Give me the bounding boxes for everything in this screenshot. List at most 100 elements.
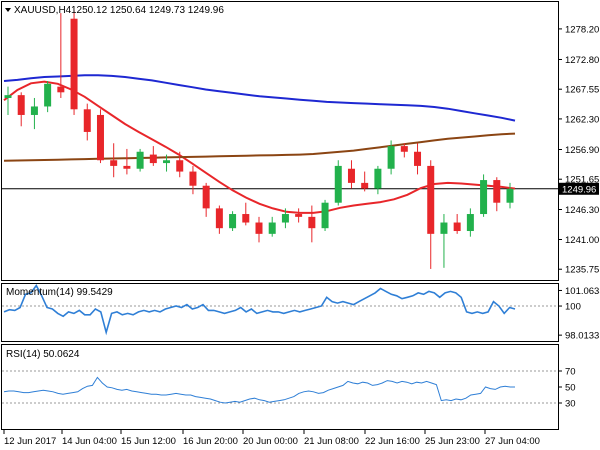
time-tick-label: 15 Jun 12:00 bbox=[121, 436, 176, 447]
candle-body bbox=[480, 180, 488, 215]
price-tick-label: 1251.65 bbox=[565, 175, 599, 186]
rsi-axis: 70 50 30 bbox=[558, 367, 576, 410]
candle bbox=[83, 103, 91, 141]
candle bbox=[427, 160, 435, 269]
candle-body bbox=[308, 216, 316, 229]
candle-body bbox=[321, 202, 329, 229]
candle bbox=[268, 216, 276, 237]
candle bbox=[308, 205, 316, 243]
candle bbox=[414, 143, 422, 175]
time-tick-label: 16 Jun 20:00 bbox=[183, 436, 238, 447]
sma_mid-line bbox=[3, 132, 516, 162]
candle bbox=[163, 154, 171, 172]
price-tick-label: 1278.20 bbox=[565, 24, 599, 35]
candle-body bbox=[96, 114, 104, 161]
candle bbox=[347, 160, 355, 189]
candle-body bbox=[30, 106, 38, 115]
candle bbox=[506, 182, 514, 209]
candle-body bbox=[44, 83, 52, 107]
time-axis: 12 Jun 2017 14 Jun 04:00 15 Jun 12:00 16 Ju… bbox=[3, 430, 540, 447]
price-guides: 1249.96 bbox=[2, 182, 599, 195]
current-price-box bbox=[559, 182, 599, 195]
candle-body bbox=[17, 95, 25, 115]
momentum-axis: 101.0635 100 98.0133 bbox=[558, 286, 600, 342]
candle-body bbox=[110, 160, 118, 166]
candle bbox=[321, 199, 329, 232]
current-price-label: 1249.96 bbox=[562, 184, 596, 195]
candle-body bbox=[295, 214, 303, 217]
momentum-line bbox=[3, 283, 516, 336]
candle-body bbox=[400, 146, 408, 152]
candle bbox=[466, 208, 474, 237]
price-tick-label: 1262.30 bbox=[565, 114, 599, 125]
momentum-tick-label: 100 bbox=[565, 302, 581, 313]
rsi-panel-frame bbox=[1, 344, 559, 430]
time-tick-label: 14 Jun 04:00 bbox=[62, 436, 117, 447]
dropdown-arrow-icon[interactable] bbox=[5, 8, 11, 12]
candle-body bbox=[347, 168, 355, 183]
candle bbox=[480, 174, 488, 217]
candle-body bbox=[493, 180, 501, 203]
candle bbox=[17, 92, 25, 127]
candle-body bbox=[4, 95, 12, 98]
candle-body bbox=[506, 188, 514, 203]
candle-body bbox=[176, 160, 184, 172]
candle bbox=[149, 146, 157, 166]
candle-body bbox=[57, 86, 65, 93]
price-tick-label: 1256.90 bbox=[565, 145, 599, 156]
price-tick-label: 1267.55 bbox=[565, 85, 599, 96]
candle-body bbox=[123, 165, 131, 169]
price-panel-frame bbox=[1, 1, 559, 281]
sma_slow-line bbox=[3, 74, 516, 122]
candle-body bbox=[453, 222, 461, 232]
time-tick-label: 21 Jun 08:00 bbox=[304, 436, 359, 447]
candle bbox=[202, 182, 210, 217]
candle bbox=[215, 205, 223, 234]
candle bbox=[189, 165, 197, 195]
candle-body bbox=[70, 18, 78, 110]
price-tick-label: 1246.30 bbox=[565, 205, 599, 216]
candle bbox=[4, 86, 12, 115]
time-tick-label: 12 Jun 2017 bbox=[4, 436, 56, 447]
candle bbox=[334, 160, 342, 206]
candle bbox=[176, 151, 184, 178]
candle bbox=[96, 109, 104, 164]
candle-body bbox=[202, 185, 210, 209]
candle-body bbox=[229, 214, 237, 229]
candle-body bbox=[427, 165, 435, 234]
candle bbox=[110, 143, 118, 178]
price-tick-label: 1272.80 bbox=[565, 55, 599, 66]
candle bbox=[242, 202, 250, 226]
time-tick-label: 20 Jun 00:00 bbox=[243, 436, 298, 447]
rsi-series bbox=[2, 370, 558, 404]
price-tick-label: 1235.75 bbox=[565, 265, 599, 276]
candle-body bbox=[268, 222, 276, 234]
candle bbox=[453, 214, 461, 234]
candle-body bbox=[149, 154, 157, 164]
candle bbox=[70, 10, 78, 115]
candle bbox=[361, 171, 369, 192]
time-tick-label: 22 Jun 16:00 bbox=[365, 436, 420, 447]
rsi-tick-label: 70 bbox=[565, 367, 576, 378]
candle bbox=[136, 148, 144, 172]
candle bbox=[440, 214, 448, 268]
candle bbox=[493, 177, 501, 212]
candle-body bbox=[136, 151, 144, 169]
candle-body bbox=[334, 165, 342, 203]
momentum-tick-label: 98.0133 bbox=[565, 331, 599, 342]
candle bbox=[123, 148, 131, 175]
candle bbox=[57, 13, 65, 98]
candle-body bbox=[163, 160, 171, 164]
candle bbox=[387, 140, 395, 175]
candlesticks bbox=[4, 10, 514, 269]
candle-body bbox=[466, 214, 474, 232]
candle-body bbox=[242, 214, 250, 223]
rsi-line bbox=[3, 376, 515, 404]
candle-body bbox=[281, 214, 289, 223]
momentum-title: Momentum(14) 99.5429 bbox=[6, 287, 113, 298]
candle bbox=[295, 208, 303, 223]
time-tick-label: 27 Jun 04:00 bbox=[485, 436, 540, 447]
candle bbox=[281, 208, 289, 229]
candle-body bbox=[440, 222, 448, 234]
